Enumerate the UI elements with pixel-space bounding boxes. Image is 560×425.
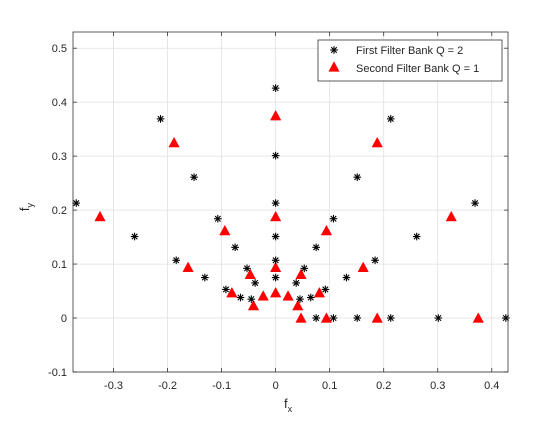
- asterisk-point: [312, 243, 320, 252]
- asterisk-point: [271, 256, 280, 265]
- triangle-point: [295, 312, 307, 323]
- triangle-point: [282, 290, 294, 301]
- x-tick-label: -0.2: [158, 380, 177, 392]
- x-tick-label: 0.3: [430, 380, 445, 392]
- axes-background: [73, 32, 508, 372]
- asterisk-point: [271, 232, 280, 241]
- asterisk-point: [353, 173, 362, 181]
- legend-marker-first: [330, 46, 338, 54]
- asterisk-point: [292, 279, 300, 287]
- triangle-point: [182, 261, 194, 272]
- asterisk-point: [72, 199, 81, 207]
- asterisk-point: [156, 115, 165, 123]
- triangle-point: [94, 210, 106, 222]
- ticks: [73, 32, 508, 373]
- y-axis-label: fy: [17, 202, 35, 211]
- asterisk-point: [329, 214, 338, 223]
- asterisk-point: [222, 285, 230, 294]
- y-tick-label: 0.2: [52, 205, 67, 217]
- triangle-point: [320, 312, 333, 323]
- triangle-point: [270, 261, 282, 272]
- triangle-point: [472, 312, 484, 323]
- asterisk-point: [271, 151, 280, 160]
- asterisk-point: [271, 84, 280, 92]
- asterisk-point: [214, 214, 222, 223]
- tick-labels: -0.3 -0.2 -0.1 0 0.1 0.2 0.3 0.4 -0.1 0 0.1 0.2 0.3 0…: [48, 43, 499, 392]
- asterisk-point: [271, 273, 280, 282]
- y-tick-label: 0.4: [52, 97, 67, 109]
- triangle-point: [270, 286, 282, 298]
- legend-label-first: First Filter Bank Q = 2: [356, 45, 463, 57]
- triangle-point: [357, 261, 369, 272]
- x-tick-label: 0.2: [376, 380, 391, 392]
- legend-label-second: Second Filter Bank Q = 1: [356, 63, 479, 75]
- asterisk-point: [236, 293, 245, 302]
- y-tick-label: 0.5: [52, 43, 67, 55]
- asterisk-point: [306, 293, 315, 302]
- legend-triangle-icon: [328, 61, 340, 72]
- asterisk-point: [130, 232, 139, 241]
- asterisk-point: [434, 314, 443, 322]
- x-tick-label: 0.4: [484, 380, 499, 392]
- triangle-point: [371, 312, 383, 323]
- asterisk-point: [371, 256, 379, 265]
- asterisk-point: [329, 314, 338, 322]
- triangle-point: [313, 286, 326, 298]
- asterisk-point: [172, 256, 181, 265]
- asterisk-point: [201, 273, 209, 282]
- triangle-point: [270, 210, 282, 222]
- x-tick-label: 0.1: [322, 380, 337, 392]
- x-tick-label: 0: [273, 380, 279, 392]
- triangle-point: [247, 299, 260, 311]
- asterisk-point: [190, 173, 198, 181]
- asterisk-point: [386, 115, 395, 123]
- asterisk-point: [312, 314, 320, 322]
- data-points: [72, 84, 510, 323]
- asterisk-point: [247, 295, 256, 303]
- triangle-point: [371, 136, 383, 148]
- asterisk-point: [386, 314, 395, 322]
- asterisk-point: [300, 264, 309, 273]
- triangle-point: [168, 136, 180, 148]
- triangle-point: [445, 210, 457, 222]
- asterisk-point: [321, 285, 330, 294]
- triangle-point: [219, 224, 231, 236]
- asterisk-point: [296, 295, 304, 303]
- y-tick-label: 0.1: [52, 259, 67, 271]
- asterisk-point: [251, 279, 259, 287]
- asterisk-point: [231, 243, 239, 252]
- triangle-point: [270, 109, 282, 121]
- legend-asterisk-icon: [330, 46, 338, 54]
- asterisk-point: [412, 232, 421, 241]
- y-tick-label: -0.1: [48, 367, 67, 379]
- asterisk-point: [342, 273, 351, 282]
- triangle-point: [257, 290, 269, 301]
- legend-box: [317, 39, 503, 82]
- y-tick-label: 0.3: [52, 151, 67, 163]
- asterisk-point: [271, 199, 280, 207]
- axes-frame: [72, 31, 509, 373]
- x-tick-label: -0.3: [104, 380, 123, 392]
- legend-marker-second: [328, 61, 340, 72]
- asterisk-point: [353, 314, 362, 322]
- asterisk-point: [243, 264, 251, 273]
- y-tick-label: 0: [61, 313, 67, 325]
- triangle-point: [244, 268, 256, 279]
- triangle-point: [292, 299, 304, 311]
- triangle-point: [295, 268, 307, 279]
- legend: First Filter Bank Q = 2 Second Filter Ba…: [317, 39, 503, 82]
- grid: [73, 32, 508, 373]
- triangle-point: [320, 224, 333, 236]
- asterisk-point: [471, 199, 479, 207]
- x-axis-label: fx: [284, 396, 293, 414]
- triangle-point: [226, 286, 238, 298]
- x-tick-label: -0.1: [212, 380, 231, 392]
